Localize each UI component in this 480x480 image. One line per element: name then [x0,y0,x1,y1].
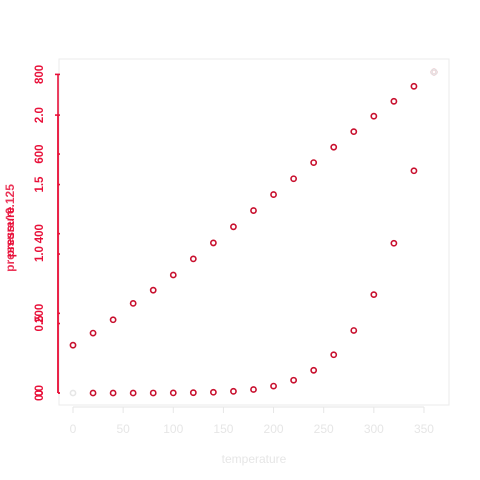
data-point [370,291,378,299]
x-tick-label: 300 [364,422,384,436]
data-point [189,389,197,397]
y-right-tick-label: 0.0 [34,385,46,401]
x-tick-label: 250 [314,422,334,436]
y-right-tick-label: 1.0 [34,246,46,262]
x-tick-label: 150 [213,422,233,436]
y-right-tick-label: 1.5 [34,176,46,193]
data-point [209,239,217,247]
x-tick-label: 350 [414,422,434,436]
data-point [69,341,77,349]
data-point [310,159,318,167]
data-point [270,382,277,390]
data-point [89,389,97,397]
data-point [370,112,378,120]
data-point [430,68,438,76]
data-point [390,97,398,105]
data-point [89,329,97,337]
x-tick-label: 100 [163,422,183,436]
y-left-tick-label: 600 [34,144,46,163]
data-point [149,389,157,397]
data-point [129,299,137,307]
data-point [390,239,398,247]
data-point [270,191,277,198]
data-point [69,389,77,397]
data-point [209,388,217,396]
data-point [149,286,157,294]
data-point [250,207,257,214]
data-point [250,386,257,393]
y-left-tick-label: 800 [34,65,46,84]
data-point [109,316,117,324]
data-point [230,387,237,395]
data-point [330,143,338,151]
axes: 0 50 100 150 200 250 300 350 0 200 400 600 800 0.0 0.5… [34,65,434,436]
data-point [109,389,117,397]
plot-frame [58,58,450,406]
data-point [230,223,237,231]
data-point [350,327,358,334]
y-left-tick-label: 0 [34,390,46,396]
data-point [330,351,338,359]
y-axis-label-right: pressure^0.125 [3,184,17,272]
data-point [129,389,137,397]
x-tick-label: 0 [70,422,77,436]
x-tick-label: 50 [116,422,130,436]
data-point [189,255,197,263]
y-axis-label-group: pressure pressure^0.125 [3,184,17,272]
data-point [169,271,177,279]
data-point [169,389,177,397]
data-point [410,82,418,90]
data-point [410,167,418,175]
points [69,68,438,397]
data-point [350,128,358,136]
y-left-tick-label: 200 [34,304,46,323]
data-point [290,376,298,384]
y-right-tick-label: 2.0 [34,107,46,123]
y-left-tick-label: 400 [34,224,46,243]
x-axis-label: temperature [222,452,287,466]
data-point [290,175,298,183]
data-point [310,366,318,374]
y-right-tick-label: 0.5 [34,315,46,332]
x-tick-label: 200 [264,422,284,436]
y-axis-label-left: pressure [3,206,17,257]
